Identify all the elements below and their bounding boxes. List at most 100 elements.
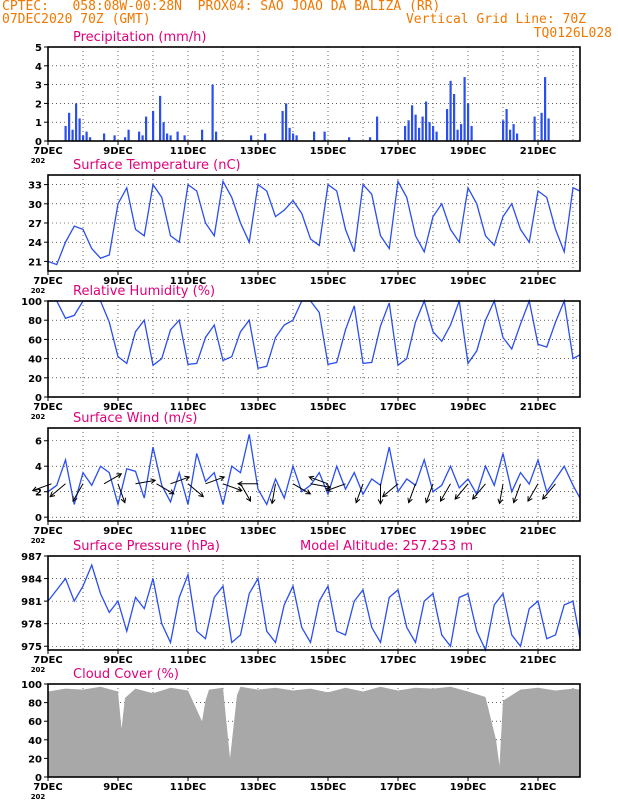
y-tick-label: 40 <box>28 355 42 366</box>
precip-bar <box>509 129 512 141</box>
panel-frame <box>47 46 581 142</box>
y-tick-label: 80 <box>28 316 42 327</box>
wind-arrow-head <box>236 480 243 487</box>
x-tick-label: 13DEC <box>240 146 276 157</box>
precip-bar <box>470 125 473 141</box>
wind-arrow <box>355 483 364 503</box>
header-line-1: CPTEC: 058:08W-00:28N PROX04: SAO JOAO D… <box>2 0 441 14</box>
x-year-fragment: 202 <box>31 413 46 421</box>
x-tick-label: 17DEC <box>380 526 416 537</box>
precip-bar <box>348 137 351 141</box>
wind-arrow <box>440 483 451 502</box>
wind-arrow-head <box>305 489 312 495</box>
wind-arrow <box>513 483 521 503</box>
x-tick-label: 9DEC <box>103 276 132 287</box>
panel-title: Relative Humidity (%) <box>73 284 215 299</box>
precip-bar <box>281 110 284 141</box>
precip-bar <box>533 116 536 141</box>
x-tick-label: 13DEC <box>240 782 276 793</box>
x-tick-label: 7DEC <box>33 782 62 793</box>
x-tick-label: 21DEC <box>520 655 556 666</box>
precip-bar <box>75 103 78 141</box>
x-year-fragment: 202 <box>31 793 46 800</box>
y-tick-label: 975 <box>21 642 42 653</box>
precip-bar <box>407 120 410 141</box>
x-tick-label: 15DEC <box>310 782 346 793</box>
header-date: 07DEC2020 70Z (GMT) <box>2 12 151 27</box>
x-tick-label: 9DEC <box>103 655 132 666</box>
x-tick-label: 17DEC <box>380 782 416 793</box>
wind-arrow <box>187 483 204 498</box>
wind-arrow <box>425 483 434 503</box>
wind-arrow-head <box>269 498 276 505</box>
y-tick-label: 6 <box>35 437 42 448</box>
y-tick-label: 30 <box>28 200 42 211</box>
precip-bar <box>313 131 316 141</box>
wind-arrow <box>117 483 126 503</box>
precip-bar <box>460 124 463 141</box>
wind-arrow-head <box>381 491 388 498</box>
x-tick-label: 11DEC <box>170 402 206 413</box>
y-tick-label: 20 <box>28 374 42 385</box>
precip-bar <box>169 135 172 141</box>
precip-bar <box>78 118 81 141</box>
wind-arrow-head <box>168 489 175 495</box>
precip-bar <box>176 131 179 141</box>
precip-bar <box>467 103 470 141</box>
precip-bar <box>435 131 438 141</box>
wind-arrow <box>170 476 190 485</box>
wind-arrow <box>326 483 346 492</box>
y-tick-label: 5 <box>35 43 42 54</box>
x-tick-label: 11DEC <box>170 146 206 157</box>
x-tick-label: 13DEC <box>240 276 276 287</box>
wind-arrow <box>527 483 539 502</box>
y-tick-label: 60 <box>28 335 42 346</box>
wind-arrow-head <box>439 496 446 503</box>
precip-bar <box>152 110 155 141</box>
x-tick-label: 9DEC <box>103 146 132 157</box>
precip-bar <box>292 133 295 141</box>
wind-arrow <box>499 483 504 504</box>
panel-frame <box>47 300 581 398</box>
wind-arrow-head <box>31 486 38 492</box>
y-tick-label: 0 <box>35 137 42 148</box>
x-tick-label: 11DEC <box>170 526 206 537</box>
x-tick-label: 7DEC <box>33 146 62 157</box>
precip-bar <box>411 105 414 141</box>
wind-arrow-head <box>407 497 413 504</box>
x-tick-label: 11DEC <box>170 782 206 793</box>
precip-bar <box>540 112 543 141</box>
y-tick-label: 978 <box>21 620 42 631</box>
precip-bar <box>369 137 372 141</box>
x-tick-label: 13DEC <box>240 402 276 413</box>
wind-arrow <box>309 476 329 485</box>
series-line <box>47 563 581 653</box>
x-tick-label: 9DEC <box>103 402 132 413</box>
precip-bar <box>414 114 417 141</box>
panel-title: Cloud Cover (%) <box>73 667 179 682</box>
wind-arrow <box>472 483 486 500</box>
header-grid-note: Vertical Grid Line: 70Z <box>405 12 586 27</box>
y-tick-label: 0 <box>35 773 42 784</box>
y-tick-label: 0 <box>35 393 42 404</box>
panel-frame <box>47 683 581 778</box>
wind-arrow <box>454 483 469 500</box>
wind-arrow-head <box>116 473 123 479</box>
precip-bar <box>295 135 298 141</box>
precip-bar <box>323 131 326 141</box>
y-tick-label: 2 <box>35 488 42 499</box>
header-model-id: TQ0126L028 <box>533 26 612 41</box>
series-line <box>47 434 581 508</box>
x-year-fragment: 202 <box>31 157 46 165</box>
wind-arrow-head <box>527 496 533 503</box>
series-line <box>48 298 581 369</box>
x-tick-label: 19DEC <box>450 146 486 157</box>
x-year-fragment: 202 <box>31 666 46 674</box>
x-tick-label: 11DEC <box>170 655 206 666</box>
y-tick-label: 984 <box>21 575 42 586</box>
y-tick-label: 2 <box>35 99 42 110</box>
panel-title: Surface Pressure (hPa) <box>73 539 220 554</box>
wind-arrow-head <box>245 496 252 503</box>
precip-bar <box>502 120 505 141</box>
y-tick-label: 0 <box>35 513 42 524</box>
